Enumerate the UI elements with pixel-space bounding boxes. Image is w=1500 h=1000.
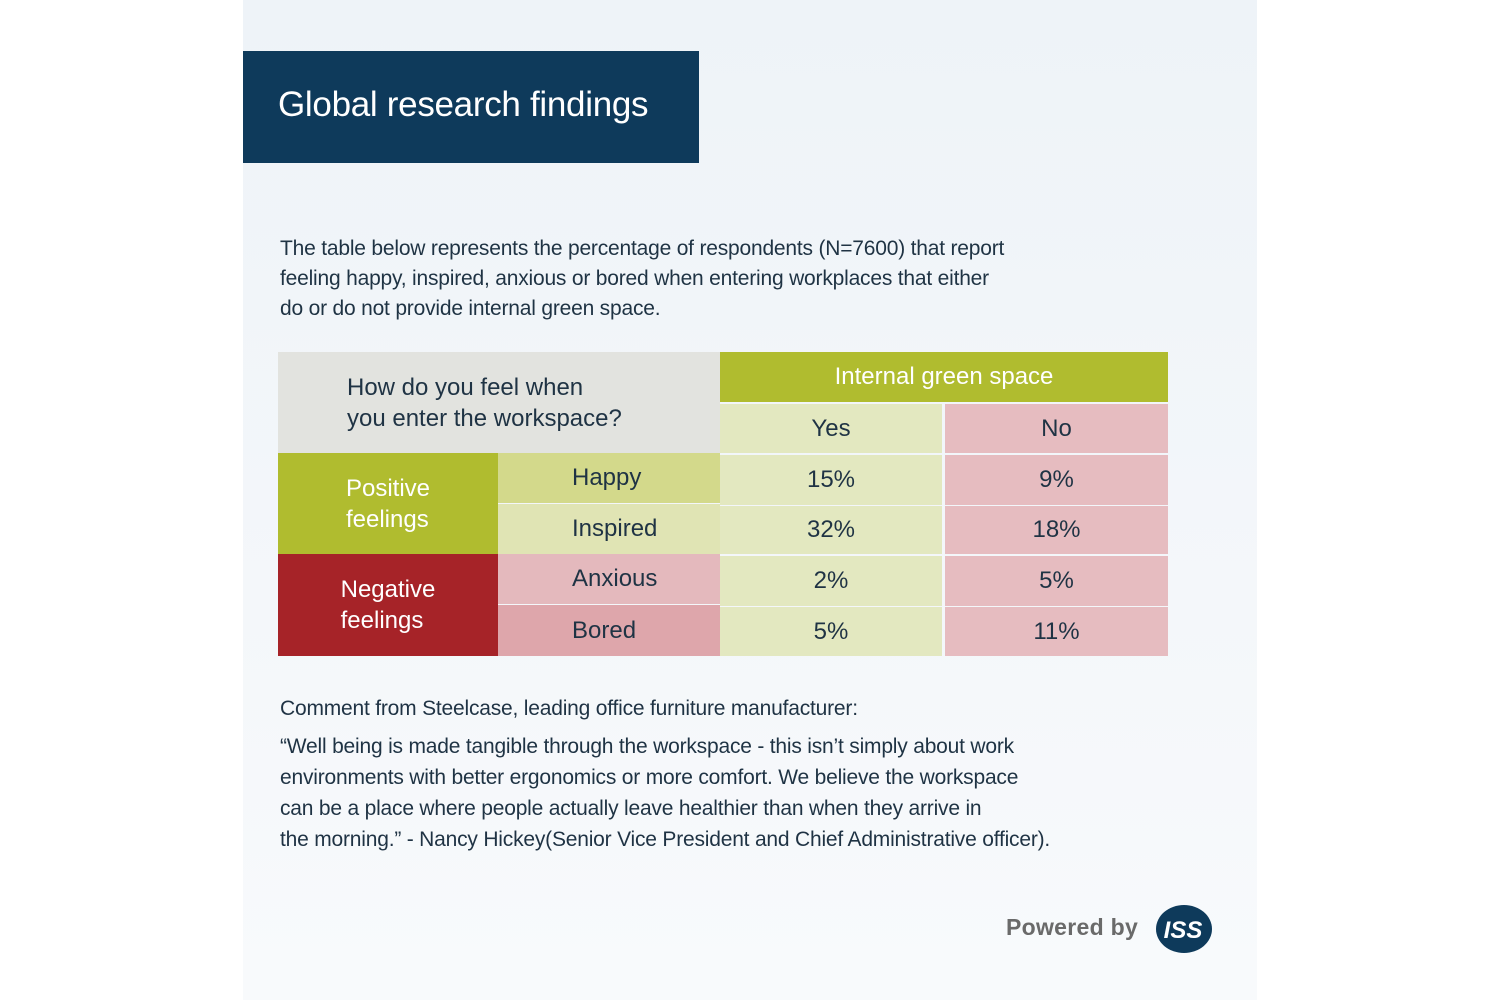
group-label-line: Positive [345,474,431,502]
value-no: 18% [945,506,1168,554]
quote-line: “Well being is made tangible through the… [280,735,1014,758]
group-label-line: feelings [340,607,424,634]
group-label-line: feelings [345,505,429,533]
value-yes: 2% [720,556,942,606]
value-no: 5% [945,556,1168,606]
intro-line: The table below represents the percentag… [280,237,1005,260]
value-no: 11% [945,607,1168,656]
column-group-header: Internal green space [720,352,1168,402]
column-header-no: No [945,404,1168,453]
intro-line: do or do not provide internal green spac… [280,297,661,320]
feeling-label: Happy [498,453,720,503]
positive-group-label: Positive feelings [278,453,498,554]
intro-paragraph: The table below represents the percentag… [280,234,1040,324]
title-banner: Global research findings [243,51,699,163]
value-yes: 15% [720,455,942,505]
quote-line: can be a place where people actually lea… [280,797,982,820]
feeling-label: Bored [498,605,720,656]
column-header-yes: Yes [720,404,942,453]
question-line: How do you feel when [347,374,584,401]
findings-table: How do you feel when you enter the works… [278,352,1168,656]
page-title: Global research findings [278,85,649,124]
powered-by-text: Powered by [1006,914,1139,940]
question-header-cell: How do you feel when you enter the works… [278,352,720,453]
feeling-label: Anxious [498,554,720,604]
question-line: you enter the workspace? [347,405,622,432]
value-yes: 32% [720,506,942,554]
feeling-label: Inspired [498,504,720,554]
iss-logo-icon: ISS [1156,905,1212,953]
quote-line: the morning.” - Nancy Hickey(Senior Vice… [280,828,1051,851]
group-label-line: Negative [340,576,436,603]
value-no: 9% [945,455,1168,505]
value-yes: 5% [720,607,942,656]
comment-heading: Comment from Steelcase, leading office f… [280,697,858,720]
logo-text: ISS [1164,917,1203,944]
infographic-card: Global research findings The table below… [243,0,1257,1000]
quote-line: environments with better ergonomics or m… [280,766,1019,789]
negative-group-label: Negative feelings [278,554,498,656]
quote-block: “Well being is made tangible through the… [280,731,1110,855]
intro-line: feeling happy, inspired, anxious or bore… [280,267,989,290]
